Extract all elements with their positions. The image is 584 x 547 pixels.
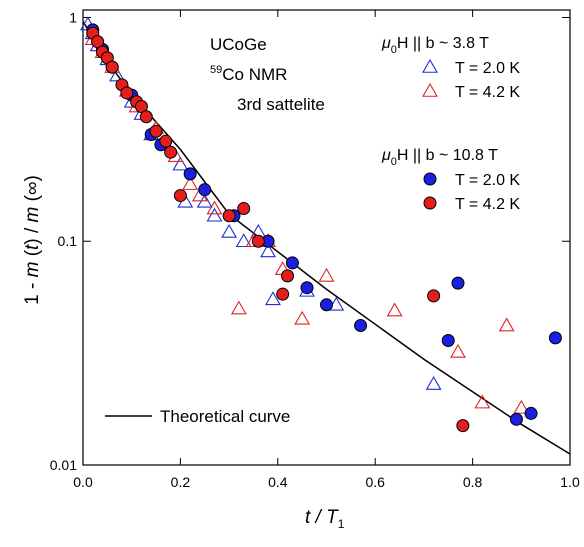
triangle-marker [260, 243, 277, 258]
circle-marker [183, 167, 197, 181]
annotation: UCoGe [210, 35, 267, 54]
triangle-marker [318, 267, 335, 282]
legend-marker [423, 172, 437, 186]
y-axis-label: 1 - m (t) / m (∞) [22, 175, 43, 305]
legend-title-sub: 0 [391, 44, 397, 56]
circle-marker [120, 86, 134, 100]
legend-title: μ0H || b ~ 3.8 T [381, 35, 489, 56]
triangle-marker [498, 317, 515, 332]
circle-marker [237, 202, 251, 216]
y-axis-label-part: m [22, 262, 43, 278]
legend-title-part: H || b ~ 10.8 T [397, 147, 498, 164]
annotation: 59Co NMR [210, 64, 287, 84]
circle-marker [105, 60, 119, 74]
circle-marker [441, 334, 455, 348]
circle-marker [139, 110, 153, 124]
circle-marker [276, 287, 290, 301]
annotation-text: Co NMR [222, 65, 287, 84]
y-axis-label-part: 1 - [22, 277, 43, 304]
legend-title-part: μ [381, 35, 391, 52]
circle-marker [222, 209, 236, 223]
triangle-marker [230, 300, 247, 315]
triangle-marker [474, 394, 491, 409]
annotation-sup: 59 [210, 64, 222, 76]
circle-marker [548, 331, 562, 345]
x-tick-label: 0.8 [463, 474, 483, 490]
triangle-marker [235, 233, 252, 248]
triangle-marker [386, 302, 403, 317]
circle-marker [198, 183, 212, 197]
circle-marker [285, 256, 299, 270]
circle-marker [320, 298, 333, 312]
y-axis-label-part: m [22, 207, 43, 223]
triangle-marker [172, 156, 189, 171]
circle-marker [300, 281, 314, 295]
y-axis-label-part: ) / [22, 222, 43, 244]
annotation: 3rd sattelite [237, 95, 325, 114]
legend-label: T = 2.0 K [455, 172, 520, 189]
circle-marker [524, 406, 538, 420]
circle-marker [509, 412, 523, 426]
y-axis-label-part: ( [22, 249, 43, 261]
circle-marker [456, 419, 470, 433]
plot-frame [82, 9, 571, 466]
legend-title-sub: 0 [391, 156, 397, 168]
y-tick-label: 0.01 [50, 457, 77, 473]
circle-marker [427, 289, 441, 303]
legend-title-part: μ [381, 147, 391, 164]
y-tick-label: 1 [69, 9, 77, 25]
triangle-marker [206, 200, 223, 215]
x-tick-label: 0.4 [268, 474, 288, 490]
x-axis-label-part: t / T [305, 507, 339, 528]
circle-marker [164, 145, 178, 159]
circle-marker [354, 319, 368, 333]
legend-marker [422, 82, 438, 97]
x-tick-label: 0.2 [171, 474, 191, 490]
triangle-marker [264, 291, 281, 306]
triangle-marker [206, 207, 223, 222]
circle-marker [91, 35, 105, 49]
legend-title: μ0H || b ~ 10.8 T [381, 147, 498, 168]
legend-label: T = 4.2 K [455, 196, 520, 213]
y-axis-label-part: (∞) [22, 175, 43, 206]
x-tick-label: 1.0 [560, 474, 580, 490]
legend-label: Theoretical curve [160, 407, 290, 426]
legend-marker [422, 58, 438, 73]
legend-label: T = 2.0 K [455, 60, 520, 77]
legend-marker [423, 196, 437, 210]
x-tick-label: 0.6 [365, 474, 385, 490]
triangle-marker [182, 176, 199, 190]
annotation-text: 3rd sattelite [237, 95, 325, 114]
x-axis-label: t / T1 [305, 507, 345, 531]
circle-marker [251, 234, 265, 248]
y-axis-label-part: t [22, 244, 43, 250]
legend-title-part: H || b ~ 3.8 T [397, 35, 489, 52]
x-tick-label: 0.0 [73, 474, 93, 490]
circle-marker [173, 189, 187, 203]
legend-label: T = 4.2 K [455, 84, 520, 101]
triangle-marker [425, 375, 442, 390]
annotation-text: UCoGe [210, 35, 267, 54]
circle-marker [149, 124, 163, 138]
triangle-marker [294, 310, 311, 325]
triangle-marker [221, 223, 238, 238]
circle-marker [281, 269, 295, 283]
triangle-marker [513, 399, 530, 414]
x-axis-label-sub: 1 [338, 517, 345, 531]
circle-marker [451, 276, 465, 290]
triangle-marker [450, 343, 466, 358]
circle-marker [159, 134, 173, 148]
y-tick-label: 0.1 [58, 233, 78, 249]
